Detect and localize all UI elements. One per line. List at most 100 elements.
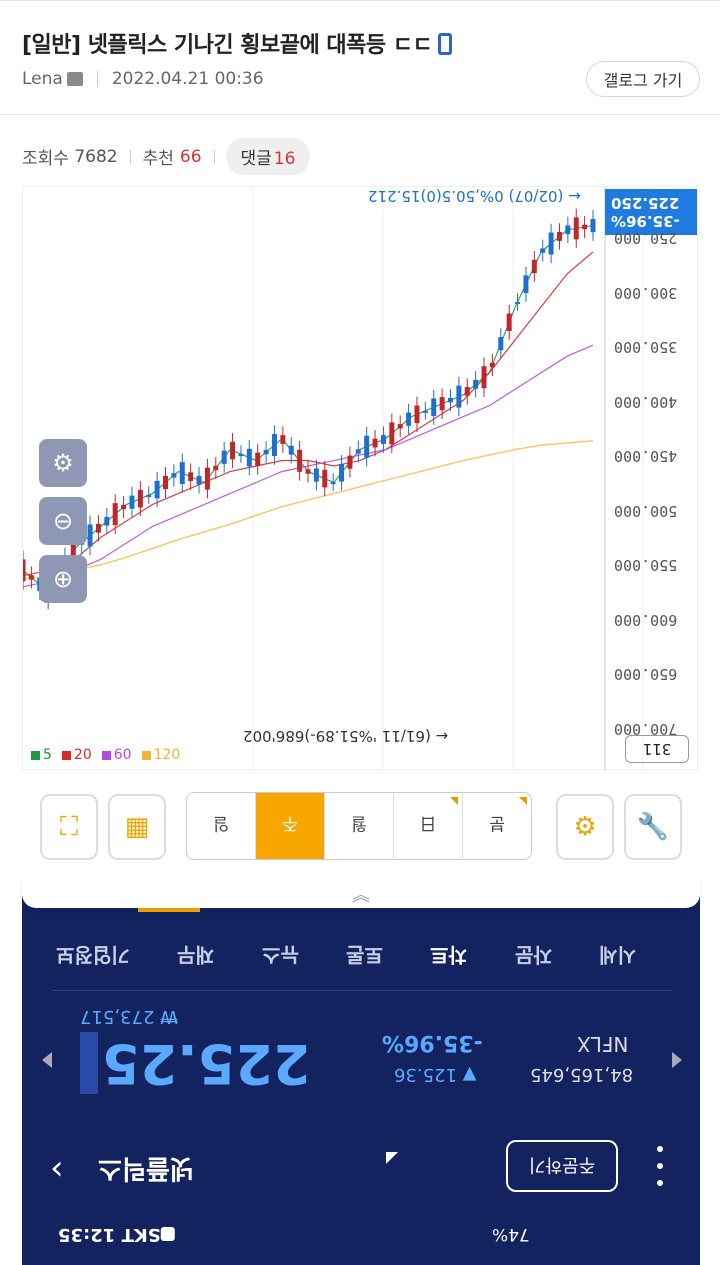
period-button[interactable]: 일 [213, 813, 229, 834]
candle-body [280, 435, 286, 444]
next-stock-arrow-icon[interactable] [672, 1052, 682, 1068]
stock-tab[interactable]: 뉴스 [261, 942, 299, 967]
stock-chart[interactable]: ← (02/07) 0%,50.5(0)15.212 -35.96% 225.2… [22, 186, 698, 771]
candle-body [372, 438, 378, 448]
candle-body [364, 435, 370, 458]
stock-header-bar: ‹ 넷플릭스 주문하기 [22, 1136, 700, 1196]
stock-tab[interactable]: 재무 [177, 942, 214, 967]
axis-tick-label: 300.000 [613, 283, 677, 302]
candle-body [548, 232, 554, 255]
post-title: [일반] 넷플릭스 기나긴 횡보끝에 대폭등 ㄷㄷ [22, 27, 453, 59]
candle-body [481, 366, 487, 389]
dropdown-caret-icon[interactable] [386, 1152, 398, 1164]
prev-stock-arrow-icon[interactable] [42, 1052, 52, 1068]
zoom-out-icon: ⊖ [52, 507, 74, 535]
stock-tab[interactable]: 시세 [599, 942, 637, 967]
stock-tabs: 시세 자문 차트 토론 뉴스 재무 기업정보 [22, 926, 700, 986]
likes-count: 66 [179, 146, 202, 167]
price-in-won: ₩ 273,517 [80, 1006, 178, 1027]
panel-drag-handle[interactable]: ︽ [22, 880, 700, 908]
candle-body [448, 397, 453, 403]
stock-tab[interactable]: 차트 [430, 942, 468, 967]
zoom-out-button[interactable]: ⊖ [39, 497, 87, 545]
candle-body [431, 398, 437, 417]
axis-tick-label: 500.000 [613, 501, 677, 520]
candle-body [238, 454, 244, 457]
grid-layout-button[interactable]: ▦ [108, 794, 166, 860]
stock-tab[interactable]: 토론 [345, 942, 383, 967]
fullscreen-icon: ⛶ [59, 811, 79, 842]
fullscreen-button[interactable]: ⛶ [40, 794, 98, 860]
axis-tick-label: 250.000 [613, 229, 677, 247]
grid-icon: ▦ [124, 812, 150, 842]
back-chevron-icon[interactable]: ‹ [50, 1148, 64, 1188]
chart-period-label[interactable]: 311 [625, 735, 689, 763]
chart-legend: 5 20 60 120 [31, 747, 180, 763]
comments-count: 16 [273, 149, 296, 169]
candle-body [347, 455, 353, 469]
period-button[interactable]: 월 [324, 793, 393, 859]
period-button[interactable]: 분 [462, 793, 531, 859]
candle-body [498, 337, 504, 351]
stock-name: 넷플릭스 [98, 1153, 194, 1183]
candle-body [582, 224, 588, 230]
candle-body [23, 559, 26, 582]
candle-body [179, 462, 185, 485]
candle-body [87, 524, 93, 547]
mobile-icon [438, 33, 453, 55]
axis-tick-label: 550.000 [613, 556, 677, 574]
author-badge-icon [66, 72, 83, 86]
legend-item: 5 [31, 747, 52, 763]
legend-item: 120 [141, 747, 180, 763]
candle-body [422, 410, 428, 413]
post-title-text: [일반] 넷플릭스 기나긴 횡보끝에 대폭등 ㄷㄷ [22, 33, 433, 58]
tools-button[interactable]: 🔧 [624, 794, 682, 860]
legend-swatch [141, 750, 151, 760]
candle-body [473, 379, 479, 389]
period-button[interactable]: 주 [255, 793, 324, 859]
candle-body [255, 452, 261, 466]
candle-body [414, 405, 420, 424]
gallery-button[interactable]: 갤로그 가기 [586, 61, 700, 97]
candle-body [104, 516, 110, 526]
candle-body [230, 441, 236, 460]
stats-divider [129, 149, 131, 164]
axis-tick-label: 600.000 [613, 610, 677, 629]
chart-low-note: ← (61/11 '%51.89-)686'002 [243, 727, 449, 745]
candle-body [271, 434, 277, 457]
stock-tab[interactable]: 자문 [514, 942, 552, 967]
quote-row: ₩ 273,517 225.25 -35.96% ▼ 125.36 NFLX 8… [22, 1002, 700, 1112]
order-button[interactable]: 주문하기 [506, 1140, 618, 1192]
indicator-settings-button[interactable]: ⚙ [556, 794, 614, 860]
period-button[interactable]: 日 [393, 793, 462, 859]
candle-body [305, 469, 311, 474]
candle-body [322, 469, 328, 488]
author-name[interactable]: Lena [22, 69, 63, 89]
legend-swatch [61, 750, 71, 760]
zoom-in-button[interactable]: ⊕ [39, 555, 87, 603]
legend-label: 20 [73, 747, 92, 763]
legend-item: 20 [61, 747, 92, 763]
candle-body [330, 482, 336, 485]
comments-button[interactable]: 댓글 16 [226, 138, 310, 175]
candle-body [70, 544, 76, 558]
candle-body [313, 468, 319, 482]
axis-tick-label: 450.000 [613, 447, 677, 465]
axis-tick-label: 350.000 [613, 338, 677, 356]
post-datetime: 2022.04.21 00:36 [111, 69, 264, 89]
candle-body [355, 449, 361, 454]
stock-tab[interactable]: 기업정보 [55, 942, 130, 967]
gear-icon: ⚙ [52, 449, 74, 477]
price-tag-pct: -35.96% [611, 212, 680, 230]
zoom-in-icon: ⊕ [52, 565, 74, 593]
candle-body [137, 489, 143, 508]
wrench-icon: 🔧 [636, 812, 670, 842]
candle-body [439, 397, 445, 411]
more-menu-icon[interactable] [656, 1146, 664, 1186]
candle-body [28, 575, 34, 580]
chart-settings-button[interactable]: ⚙ [39, 439, 87, 487]
post-meta: Lena 2022.04.21 00:36 [22, 69, 264, 89]
selected-tab-indicator [138, 908, 200, 912]
